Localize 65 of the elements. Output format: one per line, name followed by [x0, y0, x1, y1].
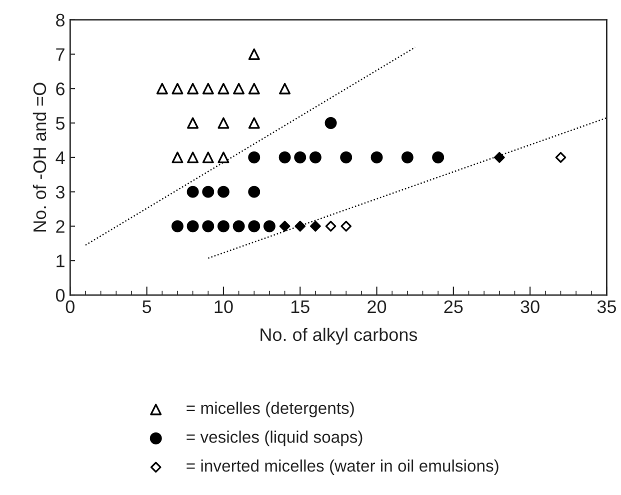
point: [233, 82, 245, 94]
y-axis-title: No. of -OH and =O: [32, 82, 46, 232]
point: [156, 82, 168, 94]
point: [248, 117, 260, 129]
point: [172, 82, 184, 94]
point: [202, 186, 214, 198]
point: [202, 152, 214, 164]
y-tick-label: 5: [56, 117, 65, 130]
point: [294, 151, 306, 164]
point: [187, 82, 199, 94]
x-tick-label: 10: [214, 300, 233, 314]
point: [494, 152, 505, 163]
point: [202, 220, 214, 232]
point: [370, 151, 383, 164]
y-tick-label: 2: [56, 220, 64, 233]
y-tick-label: 0: [56, 288, 65, 302]
y-tick-label: 8: [56, 14, 65, 27]
point: [325, 220, 336, 232]
point: [217, 220, 230, 232]
point: [171, 220, 184, 232]
point: [248, 186, 260, 198]
point: [248, 82, 260, 94]
point: [340, 220, 352, 232]
legend-label: = micelles (detergents): [186, 402, 354, 418]
point: [324, 117, 337, 129]
point: [218, 152, 230, 164]
point: [187, 152, 199, 164]
point: [309, 151, 322, 164]
point: [432, 151, 444, 164]
x-tick-label: 35: [597, 300, 616, 314]
y-tick-label: 1: [56, 254, 64, 268]
point: [186, 186, 199, 198]
y-tick-label: 4: [56, 152, 65, 164]
y-tick-label: 6: [56, 82, 65, 96]
x-tick-label: 30: [520, 300, 540, 314]
y-tick-label: 7: [56, 48, 64, 61]
point: [232, 220, 245, 232]
point: [186, 220, 199, 232]
x-axis-title: No. of alkyl carbons: [260, 328, 418, 345]
point: [555, 152, 566, 163]
point: [172, 152, 184, 164]
x-tick-label: 20: [368, 300, 386, 314]
point: [294, 220, 306, 232]
point: [310, 220, 321, 232]
point: [340, 151, 352, 164]
point: [278, 151, 291, 164]
point: [187, 117, 199, 129]
x-tick-label: 25: [444, 300, 463, 314]
point: [279, 82, 291, 94]
point: [248, 48, 260, 60]
point: [218, 117, 230, 129]
point: [217, 186, 230, 198]
point: [263, 220, 276, 232]
point: [401, 151, 414, 164]
x-tick-label: 5: [142, 300, 152, 314]
point: [202, 82, 214, 94]
point: [248, 151, 260, 164]
legend-label: = vesicles (liquid soaps): [186, 430, 362, 446]
x-tick-label: 15: [291, 300, 310, 314]
x-tick-label: 0: [66, 300, 74, 314]
point: [218, 82, 230, 94]
point: [279, 220, 290, 232]
legend-label: = inverted micelles (water in oil emulsions): [186, 460, 498, 476]
point: [248, 220, 260, 232]
y-tick-label: 3: [56, 186, 65, 199]
